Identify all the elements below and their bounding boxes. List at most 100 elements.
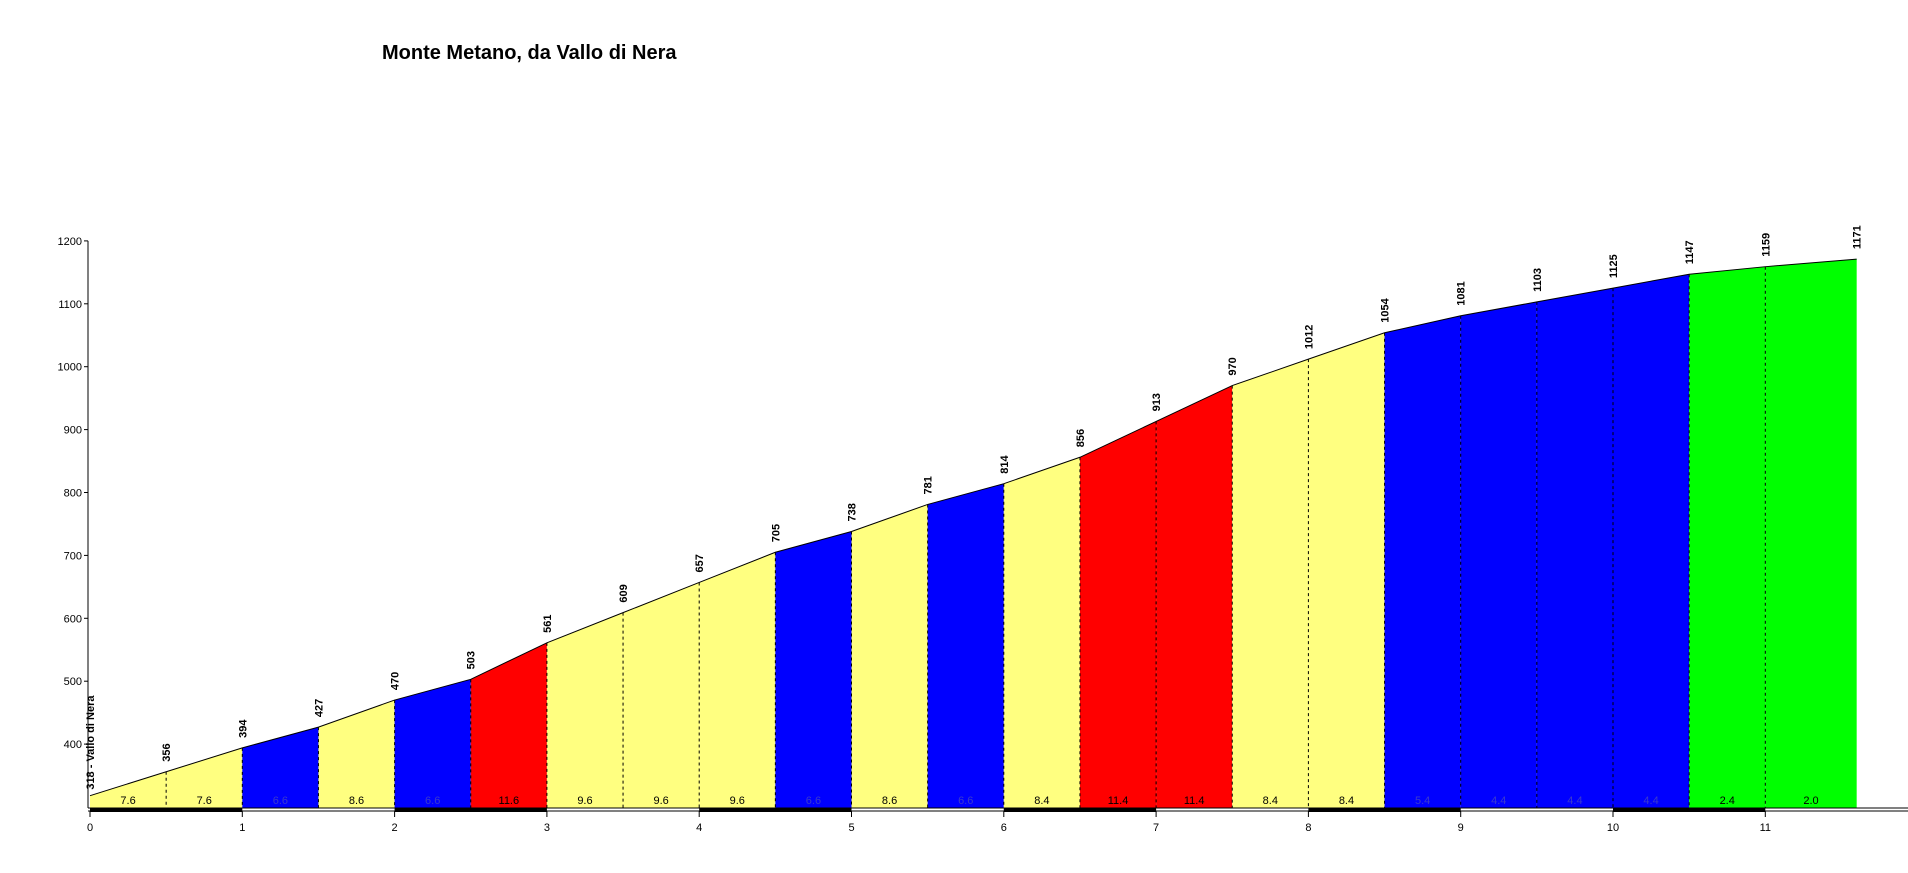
y-tick-label: 700	[64, 550, 82, 562]
grade-label: 8.4	[1263, 795, 1278, 807]
grade-label: 8.6	[349, 795, 364, 807]
grade-segment	[318, 700, 395, 808]
grade-segment	[1536, 288, 1613, 808]
grade-segment	[1079, 421, 1157, 808]
grade-label: 11.4	[1184, 795, 1205, 807]
elevation-label: 913	[1151, 393, 1163, 411]
y-tick-label: 1000	[58, 362, 82, 374]
x-tick-label: 1	[239, 822, 245, 834]
grade-segment	[90, 771, 167, 808]
grade-label: 8.6	[882, 795, 897, 807]
x-tick-label: 4	[696, 822, 702, 834]
elevation-label: 470	[390, 672, 402, 690]
grade-label: 4.4	[1567, 795, 1582, 807]
grade-segment	[699, 552, 776, 808]
y-tick-label: 1200	[58, 236, 82, 248]
grade-segment	[1232, 359, 1309, 808]
x-axis: 0 1 2 3 4 5 6 7 8 9 10 11	[87, 807, 1908, 834]
elevation-label: 1103	[1532, 268, 1544, 292]
grade-segment	[394, 679, 471, 808]
y-tick-label: 600	[64, 613, 82, 625]
elevation-label: 561	[542, 614, 554, 632]
grade-label: 2.4	[1720, 795, 1735, 807]
elevation-label: 1125	[1608, 254, 1620, 278]
segment-dividers	[165, 266, 1766, 808]
km-bar	[1003, 808, 1157, 812]
y-tick-label: 900	[64, 425, 82, 437]
x-tick-label: 2	[392, 822, 398, 834]
y-tick-label: 1100	[58, 299, 82, 311]
grade-segment	[1003, 457, 1080, 808]
grade-label: 8.4	[1339, 795, 1354, 807]
elevation-label: 657	[694, 554, 706, 572]
grade-segment	[1613, 274, 1690, 808]
profile-outline	[89, 258, 1857, 797]
grade-label: 11.6	[499, 795, 520, 807]
elevation-label: 503	[466, 651, 478, 669]
grade-label: 6.6	[958, 795, 973, 807]
grade-segment	[851, 504, 928, 808]
x-tick-label: 10	[1607, 822, 1619, 834]
grade-label: 6.6	[273, 795, 288, 807]
grade-label: 11.4	[1108, 795, 1129, 807]
grade-label: 9.6	[730, 795, 745, 807]
grade-label: 4.4	[1491, 795, 1506, 807]
chart-title: Monte Metano, da Vallo di Nera	[382, 42, 677, 64]
km-bar	[1308, 808, 1461, 812]
elevation-label: 970	[1227, 357, 1239, 375]
grade-segment	[1308, 332, 1385, 808]
elevation-label: 1147	[1684, 240, 1696, 264]
elevation-label: 856	[1075, 429, 1087, 447]
y-tick-label: 400	[64, 739, 82, 751]
x-tick-label: 11	[1760, 822, 1771, 834]
grade-labels: 7.6 7.6 6.6 8.6 6.6 11.6 9.6 9.6 9.6 6.6 8.6 6.6 8.4…	[120, 795, 1818, 807]
x-tick-label: 7	[1153, 822, 1159, 834]
grade-segment	[242, 727, 319, 808]
elevation-label: 609	[618, 584, 630, 602]
elevation-label: 318 - Vallo di Nera	[85, 695, 97, 790]
grade-label: 8.4	[1034, 795, 1049, 807]
km-bar	[90, 808, 243, 812]
grade-label: 7.6	[197, 795, 212, 807]
elevation-label: 394	[237, 719, 249, 738]
elevation-label: 1012	[1303, 325, 1315, 349]
x-tick-label: 5	[848, 822, 854, 834]
grade-label: 6.6	[425, 795, 440, 807]
x-tick-label: 9	[1458, 822, 1464, 834]
km-bar	[394, 808, 547, 812]
x-tick-label: 0	[87, 822, 93, 834]
y-tick-label: 500	[64, 676, 82, 688]
km-bar	[1613, 808, 1766, 812]
elevation-label: 427	[313, 699, 325, 717]
elevation-label: 1081	[1456, 281, 1468, 305]
x-tick-label: 8	[1305, 822, 1311, 834]
elevation-label: 1171	[1852, 225, 1864, 249]
grade-segment	[927, 483, 1004, 808]
grade-label: 6.6	[806, 795, 821, 807]
grade-segment	[166, 747, 243, 808]
grade-label: 9.6	[653, 795, 668, 807]
grade-segment	[623, 582, 700, 808]
elevation-label: 814	[999, 454, 1011, 473]
x-tick-label: 3	[544, 822, 550, 834]
elevation-label: 781	[923, 476, 935, 494]
x-tick-label: 6	[1001, 822, 1007, 834]
grade-segments	[90, 259, 1857, 809]
elevation-label: 1159	[1760, 233, 1772, 257]
elevation-label: 1054	[1380, 297, 1392, 322]
grade-segment	[775, 531, 852, 808]
grade-segment	[470, 642, 547, 808]
grade-segment	[1460, 301, 1537, 808]
elevation-label: 738	[847, 503, 859, 521]
elevation-label: 356	[161, 743, 173, 761]
elevation-label: 705	[770, 524, 782, 542]
grade-label: 7.6	[120, 795, 135, 807]
y-tick-label: 800	[64, 488, 82, 500]
grade-segment	[1156, 385, 1233, 808]
grade-segment	[1765, 259, 1857, 808]
y-axis: 400 500 600 700 800 900 1000 1100 1200	[58, 236, 89, 808]
grade-label: 5.4	[1415, 795, 1430, 807]
grade-segment	[1689, 266, 1766, 809]
grade-label: 9.6	[577, 795, 592, 807]
